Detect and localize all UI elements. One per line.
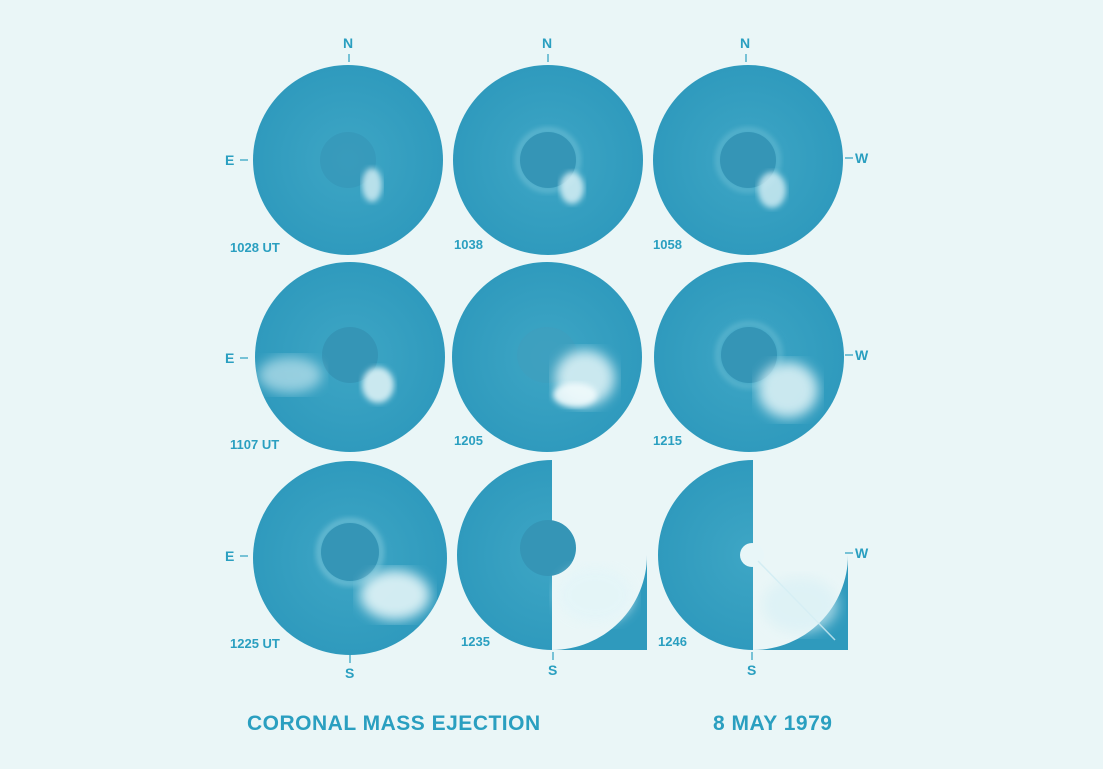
north-label: N xyxy=(542,35,553,51)
south-label: S xyxy=(747,662,757,678)
west-label: W xyxy=(855,150,869,166)
frame-1038 xyxy=(453,65,643,255)
east-label: E xyxy=(225,548,235,564)
direction-ticks xyxy=(240,54,853,663)
north-label: N xyxy=(740,35,751,51)
time-label: 1235 xyxy=(461,634,490,649)
time-label: 1107 UT xyxy=(230,437,280,452)
north-label: N xyxy=(343,35,354,51)
east-label: E xyxy=(225,152,235,168)
time-label: 1225 UT xyxy=(230,636,280,651)
frame-1235 xyxy=(457,460,647,650)
south-label: S xyxy=(345,665,355,681)
east-label: E xyxy=(225,350,235,366)
figure-title: CORONAL MASS EJECTION xyxy=(247,712,541,735)
time-label: 1215 xyxy=(653,433,682,448)
time-label: 1205 xyxy=(454,433,483,448)
frame-1215 xyxy=(654,262,844,452)
frame-1205 xyxy=(452,262,642,452)
frame-1246 xyxy=(658,460,848,650)
south-label: S xyxy=(548,662,558,678)
frame-1107 xyxy=(255,262,445,452)
frame-1058 xyxy=(653,65,843,255)
time-label: 1246 xyxy=(658,634,687,649)
figure-date: 8 MAY 1979 xyxy=(713,712,833,735)
west-label: W xyxy=(855,347,869,363)
time-label: 1058 xyxy=(653,237,682,252)
frame-1028 xyxy=(253,65,443,255)
time-label: 1038 xyxy=(454,237,483,252)
time-label: 1028 UT xyxy=(230,240,280,255)
frame-1225 xyxy=(253,461,447,655)
west-label: W xyxy=(855,545,869,561)
